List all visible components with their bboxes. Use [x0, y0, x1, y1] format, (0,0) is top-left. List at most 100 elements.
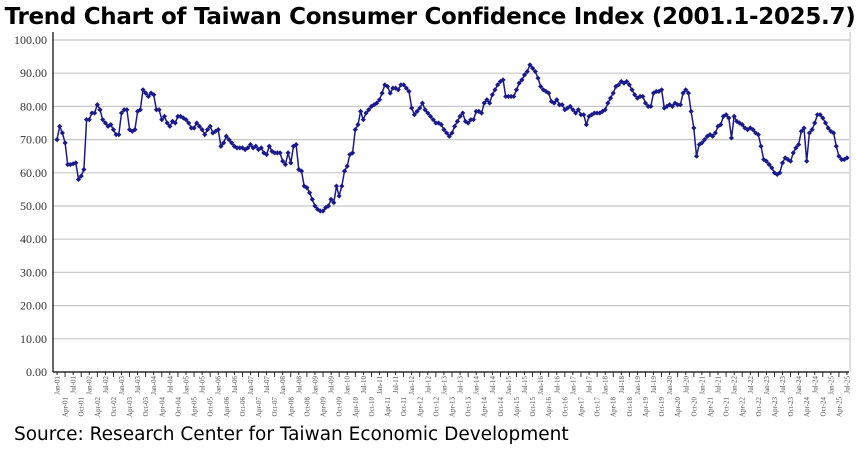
x-tick-label: Oct-05 — [207, 397, 215, 417]
data-point-marker — [317, 208, 323, 214]
data-point-marker — [607, 95, 614, 101]
x-tick-label: Jul-05 — [199, 376, 207, 394]
x-tick-label: Jul-19 — [650, 376, 658, 394]
data-point-marker — [387, 90, 393, 96]
data-point-marker — [341, 168, 348, 174]
data-point-marker — [325, 203, 331, 209]
data-point-marker — [449, 130, 455, 136]
data-point-marker — [785, 156, 791, 163]
data-point-marker — [554, 97, 560, 103]
x-tick-label: Jan-20 — [666, 376, 674, 395]
x-tick-label: Oct-06 — [239, 397, 247, 417]
data-point-marker — [113, 132, 119, 138]
data-point-marker — [86, 117, 92, 123]
x-tick-label: Jul-23 — [779, 376, 787, 394]
data-point-marker — [403, 85, 409, 91]
x-tick-label: Apr-11 — [384, 397, 392, 417]
data-point-marker — [836, 153, 842, 159]
data-point-marker — [726, 115, 732, 121]
data-point-marker — [282, 161, 289, 168]
x-tick-label: Jul-07 — [263, 376, 271, 394]
data-point-marker — [658, 87, 665, 93]
data-point-marker — [564, 105, 571, 111]
data-point-marker — [57, 123, 63, 129]
data-point-marker — [519, 77, 525, 83]
data-point-marker — [298, 168, 305, 174]
x-tick-label: Oct-07 — [271, 397, 279, 417]
x-tick-label: Oct-18 — [626, 397, 634, 417]
data-point-marker — [683, 87, 689, 93]
data-point-marker — [701, 137, 708, 143]
data-point-marker — [822, 120, 829, 126]
data-point-marker — [777, 170, 783, 176]
x-tick-label: Oct-10 — [368, 397, 376, 417]
x-tick-label: Jul-22 — [747, 376, 755, 394]
data-point-marker — [263, 151, 270, 158]
y-tick-label: 50.00 — [20, 199, 47, 213]
data-point-marker — [414, 108, 420, 114]
x-tick-label: Apr-04 — [158, 397, 166, 418]
x-tick-label: Oct-14 — [497, 397, 505, 417]
data-point-marker — [744, 127, 751, 133]
x-tick-label: Apr-01 — [62, 397, 70, 418]
data-point-marker — [401, 82, 407, 88]
data-point-marker — [352, 127, 358, 133]
data-point-marker — [186, 120, 192, 126]
data-point-marker — [586, 113, 592, 119]
data-point-marker — [640, 93, 646, 100]
data-point-marker — [363, 110, 369, 116]
data-point-marker — [503, 93, 509, 100]
data-point-marker — [677, 102, 684, 108]
data-point-marker — [594, 110, 600, 116]
x-tick-label: Apr-23 — [771, 397, 779, 418]
data-point-marker — [562, 107, 568, 113]
data-point-marker — [425, 110, 431, 116]
x-tick-label: Jul-14 — [489, 376, 497, 394]
x-tick-label: Jan-13 — [440, 376, 448, 395]
data-point-marker — [798, 128, 804, 134]
data-point-marker — [258, 145, 264, 151]
data-point-marker — [274, 150, 280, 156]
data-point-marker — [183, 117, 189, 123]
data-point-marker — [779, 160, 786, 166]
data-point-marker — [793, 145, 799, 151]
data-point-marker — [355, 122, 361, 128]
data-point-marker — [441, 127, 447, 133]
data-point-marker — [202, 132, 208, 138]
x-tick-label: Oct-09 — [336, 397, 344, 417]
data-point-marker — [634, 95, 641, 101]
data-point-marker — [92, 110, 98, 116]
data-point-marker — [323, 205, 329, 211]
data-point-marker — [731, 113, 737, 119]
y-tick-label: 40.00 — [20, 232, 47, 246]
data-point-marker — [196, 123, 203, 129]
y-axis: 0.00 10.00 20.00 30.00 40.00 50.00 60.00 70.00 8… — [14, 32, 54, 379]
data-point-marker — [438, 122, 444, 128]
data-point-marker — [543, 88, 549, 95]
data-point-marker — [812, 120, 818, 126]
data-point-marker — [390, 85, 396, 91]
data-point-marker — [575, 107, 581, 113]
x-tick-label: Jan-04 — [150, 376, 158, 395]
data-point-marker — [495, 82, 501, 88]
data-point-marker — [199, 127, 205, 133]
data-point-marker — [218, 143, 224, 149]
x-tick-label: Jan-06 — [215, 376, 223, 395]
data-point-marker — [374, 100, 380, 106]
x-tick-label: Jan-01 — [54, 376, 62, 395]
data-point-marker — [621, 80, 627, 86]
data-point-marker — [602, 107, 608, 113]
x-tick-label: Jul-10 — [360, 376, 368, 394]
y-tick-label: 60.00 — [20, 166, 47, 180]
x-tick-label: Jan-09 — [311, 376, 319, 395]
data-point-marker — [688, 108, 694, 114]
data-point-marker — [164, 120, 170, 126]
x-axis: Jan-01Apr-01Jul-01Oct-01Jan-02Apr-02Jul-… — [53, 371, 852, 418]
data-point-marker — [763, 158, 769, 164]
data-point-marker — [710, 133, 716, 139]
data-point-marker — [247, 141, 254, 148]
x-tick-label: Jul-02 — [102, 376, 110, 394]
data-point-marker — [540, 87, 546, 93]
data-point-marker — [159, 117, 165, 123]
data-point-marker — [675, 102, 681, 108]
